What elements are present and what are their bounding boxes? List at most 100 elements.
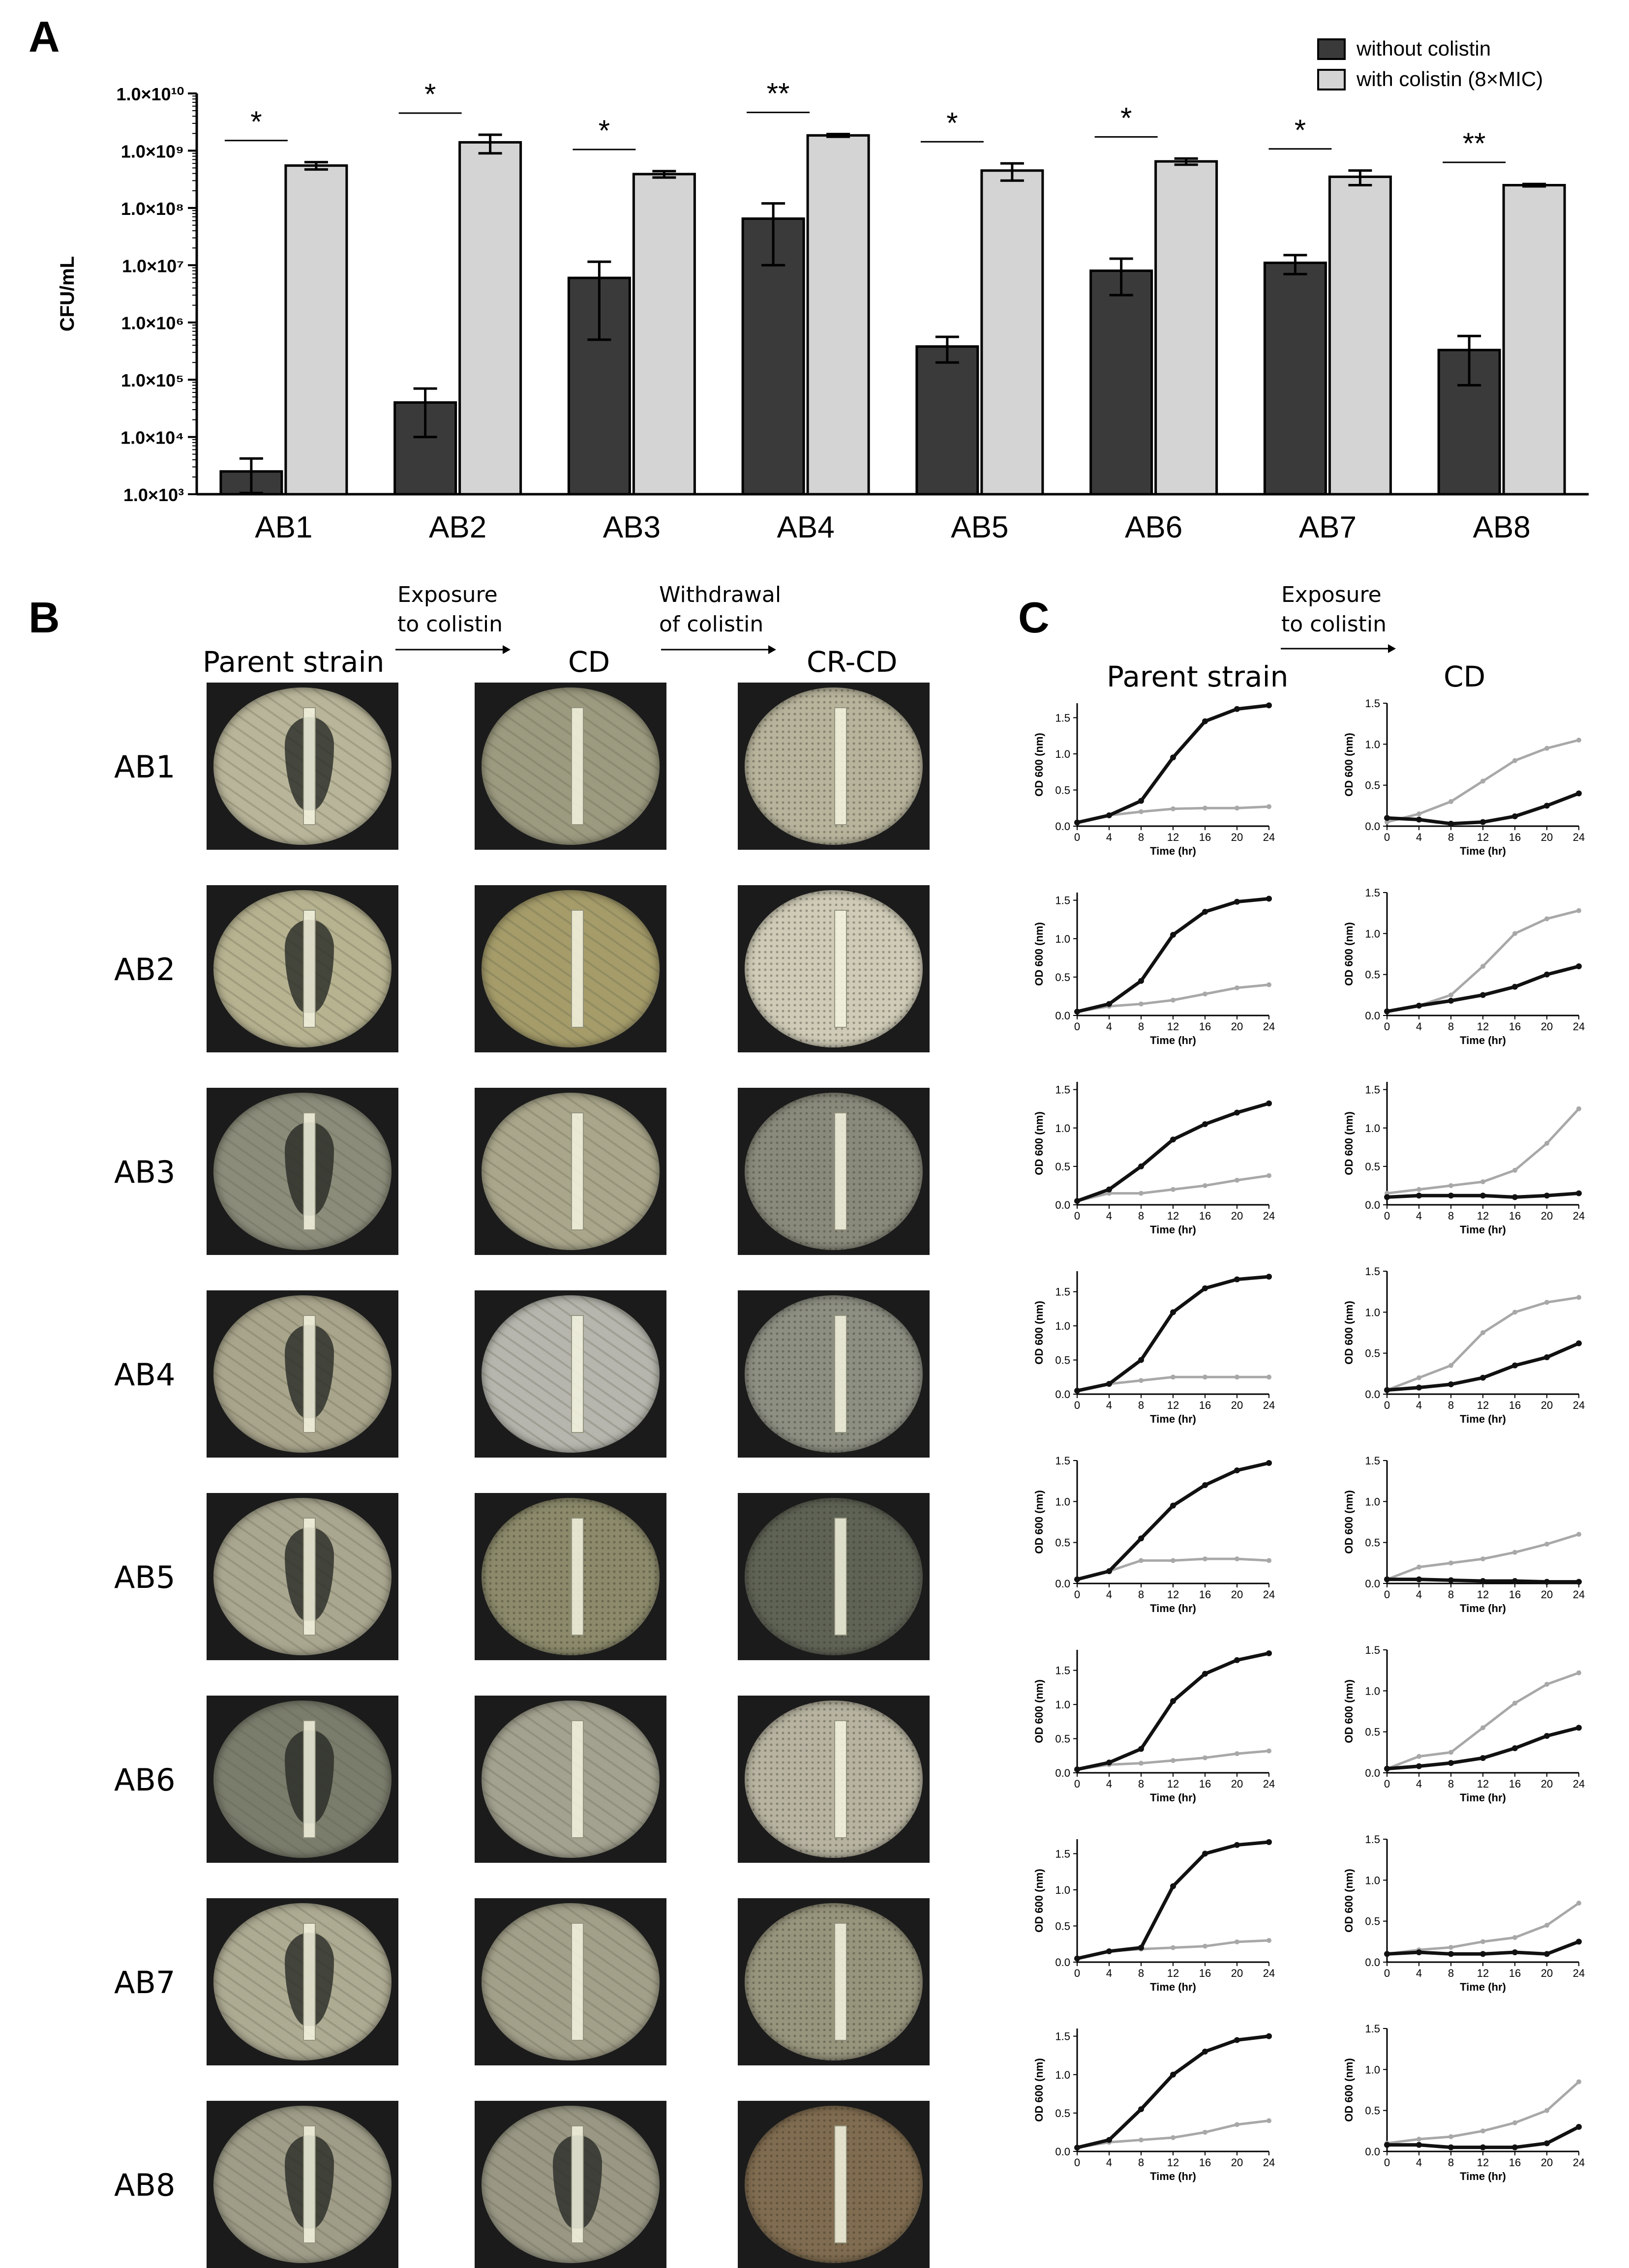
point-without-colistin: [1416, 1576, 1422, 1582]
plot-x-tick-label: 12: [1167, 831, 1179, 843]
point-with-colistin: [1480, 1556, 1485, 1561]
plot-x-tick-label: 8: [1138, 1399, 1144, 1411]
growth-plot: 0.0 0.5 1.0 1.5 0 4 8 12 16 20 24 Time (hr) OD 600 (…: [1033, 1455, 1275, 1614]
arrow1-line1: Exposure: [397, 582, 498, 607]
point-with-colistin: [1171, 806, 1176, 811]
plot-x-tick-label: 16: [1199, 2156, 1211, 2169]
petri-dish: [745, 1498, 923, 1655]
plot-x-tick-label: 8: [1448, 1967, 1454, 1979]
plot-x-tick-label: 16: [1509, 2156, 1521, 2169]
plot-x-tick-label: 20: [1231, 831, 1243, 843]
point-without-colistin: [1106, 1568, 1112, 1574]
plot-x-tick-label: 0: [1384, 831, 1390, 843]
plate-photo: [738, 1088, 930, 1255]
etest-strip: [571, 910, 584, 1028]
plot-y-title: OD 600 (nm): [1033, 1869, 1045, 1933]
point-without-colistin: [1106, 1760, 1112, 1766]
plot-x-tick-label: 24: [1263, 1778, 1275, 1790]
plot-x-tick-label: 20: [1541, 1399, 1553, 1411]
point-with-colistin: [1544, 1300, 1549, 1305]
plot-x-tick-label: 12: [1477, 1588, 1489, 1601]
plot-y-title: OD 600 (nm): [1343, 1869, 1355, 1933]
plot-x-title: Time (hr): [1460, 1791, 1506, 1804]
plot-x-tick-label: 24: [1263, 1210, 1275, 1222]
point-without-colistin: [1544, 1193, 1550, 1199]
plate-photo: [207, 885, 398, 1052]
point-with-colistin: [1480, 1939, 1485, 1944]
plot-y-tick-label: 0.5: [1365, 1915, 1380, 1928]
panel-label-c: C: [1018, 593, 1050, 642]
plot-x-tick-label: 16: [1509, 1210, 1521, 1222]
curve-without-colistin: [1077, 1275, 1269, 1393]
point-without-colistin: [1512, 1194, 1518, 1200]
plot-y-tick-label: 0.0: [1365, 1767, 1380, 1779]
bar: [915, 345, 979, 496]
point-without-colistin: [1416, 1949, 1422, 1955]
growth-plot: 0.0 0.5 1.0 1.5 0 4 8 12 16 20 24 Time (hr) OD 600 (…: [1343, 887, 1585, 1046]
petri-dish: [745, 2106, 923, 2263]
dish-texture: [745, 1295, 923, 1453]
point-without-colistin: [1074, 819, 1080, 826]
point-with-colistin: [1512, 1550, 1517, 1555]
petri-dish: [213, 1701, 392, 1858]
point-with-colistin: [1171, 997, 1176, 1003]
point-with-colistin: [1171, 1187, 1176, 1192]
point-without-colistin: [1234, 898, 1240, 905]
point-with-colistin: [1139, 1558, 1144, 1563]
point-without-colistin: [1480, 819, 1486, 825]
plot-y-tick-label: 1.0: [1365, 1685, 1380, 1697]
point-without-colistin: [1074, 1009, 1080, 1015]
plot-y-title: OD 600 (nm): [1033, 1111, 1045, 1175]
point-with-colistin: [1171, 1758, 1176, 1763]
panel-label-b: B: [29, 593, 60, 642]
plate-row-label: AB5: [114, 1559, 176, 1595]
petri-dish: [745, 1903, 923, 2060]
point-with-colistin: [1512, 1701, 1517, 1706]
point-with-colistin: [1576, 908, 1581, 913]
point-without-colistin: [1512, 1362, 1518, 1369]
growth-plot: 0.0 0.5 1.0 1.5 0 4 8 12 16 20 24 Time (hr) OD 600 (…: [1343, 1265, 1585, 1425]
plot-x-tick-label: 12: [1477, 831, 1489, 843]
plot-y-tick-label: 1.5: [1055, 895, 1070, 907]
category-label: AB8: [1473, 510, 1531, 544]
etest-strip: [303, 2125, 316, 2243]
plot-x-tick-label: 20: [1231, 1399, 1243, 1411]
point-without-colistin: [1170, 1883, 1176, 1889]
plot-y-tick-label: 0.5: [1365, 1161, 1380, 1173]
dish-texture: [482, 687, 660, 845]
category-label: AB4: [777, 510, 835, 544]
point-without-colistin: [1106, 1001, 1112, 1007]
point-with-colistin: [1448, 1750, 1453, 1755]
plate-row-label: AB4: [114, 1357, 176, 1393]
point-with-colistin: [1512, 1167, 1517, 1173]
point-without-colistin: [1266, 1274, 1272, 1280]
plot-y-tick-label: 1.0: [1365, 1122, 1380, 1134]
point-without-colistin: [1170, 931, 1176, 938]
plot-x-tick-label: 20: [1541, 1967, 1553, 1979]
plot-y-tick-label: 0.0: [1055, 1956, 1070, 1969]
point-with-colistin: [1544, 916, 1549, 922]
petri-dish: [482, 1093, 660, 1250]
petri-dish: [745, 1701, 923, 1858]
plot-y-title: OD 600 (nm): [1343, 1490, 1355, 1554]
point-with-colistin: [1480, 1330, 1485, 1335]
point-with-colistin: [1417, 1564, 1421, 1570]
plate-row-label: AB1: [114, 749, 176, 785]
point-without-colistin: [1576, 2124, 1582, 2130]
point-with-colistin: [1448, 2134, 1453, 2139]
plate-photo: [475, 2101, 666, 2268]
point-without-colistin: [1266, 1839, 1272, 1845]
point-with-colistin: [1171, 1945, 1176, 1950]
point-without-colistin: [1234, 1842, 1240, 1848]
dish-texture: [482, 890, 660, 1047]
plot-x-tick-label: 0: [1074, 1399, 1080, 1411]
point-with-colistin: [1512, 2120, 1517, 2125]
plate-photo: [207, 1290, 398, 1458]
point-without-colistin: [1480, 1755, 1486, 1761]
plate-photo: [475, 1088, 666, 1255]
plot-x-tick-label: 16: [1199, 1020, 1211, 1033]
plot-x-tick-label: 0: [1074, 1210, 1080, 1222]
plate-photo: [738, 1290, 930, 1458]
plot-x-tick-label: 16: [1509, 1020, 1521, 1033]
point-without-colistin: [1138, 798, 1144, 804]
